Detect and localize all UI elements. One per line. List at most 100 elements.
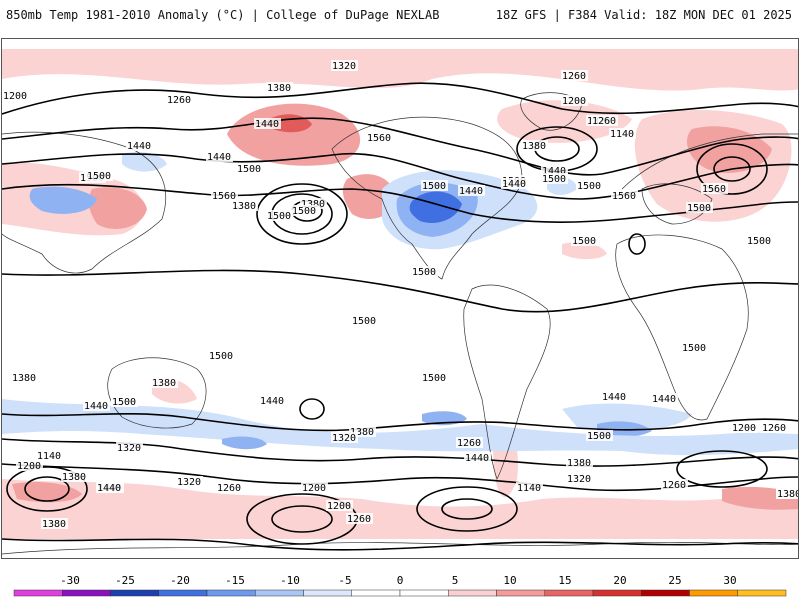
contour-label-bg [566, 457, 593, 468]
contour-label: 1440 [652, 394, 676, 405]
colorbar-swatch [689, 589, 738, 597]
contour-label: 1440 [542, 166, 566, 177]
contour-label-bg [208, 350, 235, 361]
contour-line [2, 269, 798, 313]
closed-low-contour [24, 476, 70, 502]
colorbar-swatch [13, 589, 63, 597]
contour-label-bg [561, 95, 588, 106]
coastlines [2, 92, 798, 555]
contour-label: 1500 [237, 164, 261, 175]
colorbar-tick-label: 0 [397, 574, 404, 587]
contour-label-bg [731, 422, 758, 433]
contour-label: 1500 [422, 373, 446, 384]
colorbar-swatch [592, 589, 642, 597]
closed-low-contour [441, 498, 493, 520]
colorbar-tick-label: -5 [338, 574, 351, 587]
contour-label: 1320 [117, 443, 141, 454]
contour-label-bg [266, 82, 293, 93]
temperature-colorbar: -30 -25 -20 -15 -10 -5 0 5 10 15 20 25 30 [13, 574, 787, 597]
contour-label: 1500 [587, 431, 611, 442]
cold-anomaly-region [29, 186, 98, 214]
contour-label: 1380 [522, 141, 546, 152]
header: 850mb Temp 1981-2010 Anomaly (°C) | Coll… [0, 0, 800, 34]
contour-label: 1440 [84, 401, 108, 412]
colorbar-swatch [641, 589, 690, 597]
contour-label-bg [421, 372, 448, 383]
contour-label-bg [16, 460, 43, 471]
contour-label: 1200 [17, 461, 41, 472]
contour-label: 1260 [562, 71, 586, 82]
contour-label: 1560 [212, 191, 236, 202]
contour-label-bg [331, 60, 358, 71]
contour-label-bg [326, 500, 353, 511]
warm-anomaly-region [562, 242, 607, 260]
contour-label: 1380 [152, 378, 176, 389]
contour-label: 1500 [87, 171, 111, 182]
cold-anomaly-region [122, 152, 167, 172]
contour-label-bg [661, 479, 688, 490]
colorbar-swatches [13, 589, 787, 597]
contour-label: 1320 [567, 474, 591, 485]
contour-label-bg [591, 115, 618, 126]
contour-label-bg [701, 183, 728, 194]
colorbar-swatch [737, 589, 787, 597]
closed-low-contour [271, 505, 333, 533]
colorbar-tick-label: -20 [170, 574, 190, 587]
contour-label: 1260 [762, 423, 786, 434]
contour-label-bg [601, 391, 628, 402]
contour-label: 1380 [350, 427, 374, 438]
contour-label-bg [41, 518, 68, 529]
contour-label: 1320 [332, 433, 356, 444]
closed-low-contour [713, 156, 751, 182]
contour-label: 1440 [127, 141, 151, 152]
contour-line [2, 82, 798, 115]
contour-label: 1500 [747, 236, 771, 247]
contour-label: 1440 [97, 483, 121, 494]
contour-label: 1140 [37, 451, 61, 462]
contour-label: 1200 [302, 483, 326, 494]
contour-label: 1440 [465, 453, 489, 464]
colorbar-tick-label: -25 [115, 574, 135, 587]
contour-label-bg [266, 210, 293, 221]
contour-label: 1320 [177, 477, 201, 488]
contour-label-bg [366, 132, 393, 143]
contour-label: 1260 [592, 116, 616, 127]
contour-label-bg [561, 70, 588, 81]
colorbar-tick-label: 15 [558, 574, 571, 587]
closed-low-contour [256, 183, 348, 245]
contour-label-bg [651, 393, 678, 404]
contour-label-bg [166, 94, 193, 105]
contour-label-bg [681, 342, 708, 353]
contour-label-bg [571, 235, 598, 246]
contour-label-bg [776, 488, 798, 499]
contour-line [2, 538, 798, 551]
contour-label: 1200 [562, 96, 586, 107]
contour-label-bg [61, 471, 88, 482]
contour-label-bg [586, 430, 613, 441]
contour-label: 1440 [602, 392, 626, 403]
contour-label: 1500 [412, 267, 436, 278]
colorbar-swatch [351, 589, 401, 597]
contour-label: 1500 [209, 351, 233, 362]
contour-label-bg [421, 180, 448, 191]
contour-label-bg [456, 437, 483, 448]
contour-label: 1200 [3, 91, 27, 102]
contour-label-bg [259, 395, 286, 406]
contour-label-bg [686, 202, 713, 213]
contour-label-bg [611, 190, 638, 201]
contour-label: 1560 [612, 191, 636, 202]
contour-label-bg [86, 170, 113, 181]
colorbar-swatch [206, 589, 256, 597]
contour-label-bg [541, 173, 568, 184]
contour-label: 1440 [459, 186, 483, 197]
contour-labels: 1320138014401260120012601320138014401500… [2, 39, 798, 530]
contour-label: 1260 [457, 438, 481, 449]
closed-low-contour [676, 450, 768, 488]
contour-label-bg [111, 396, 138, 407]
model-run-info: 18Z GFS | F384 Valid: 18Z MON DEC 01 202… [495, 8, 792, 22]
contour-label: 1200 [732, 423, 756, 434]
colorbar-swatch [448, 589, 497, 597]
contour-label: 1500 [112, 397, 136, 408]
contour-label: 1500 [292, 206, 316, 217]
contour-label-bg [96, 482, 123, 493]
